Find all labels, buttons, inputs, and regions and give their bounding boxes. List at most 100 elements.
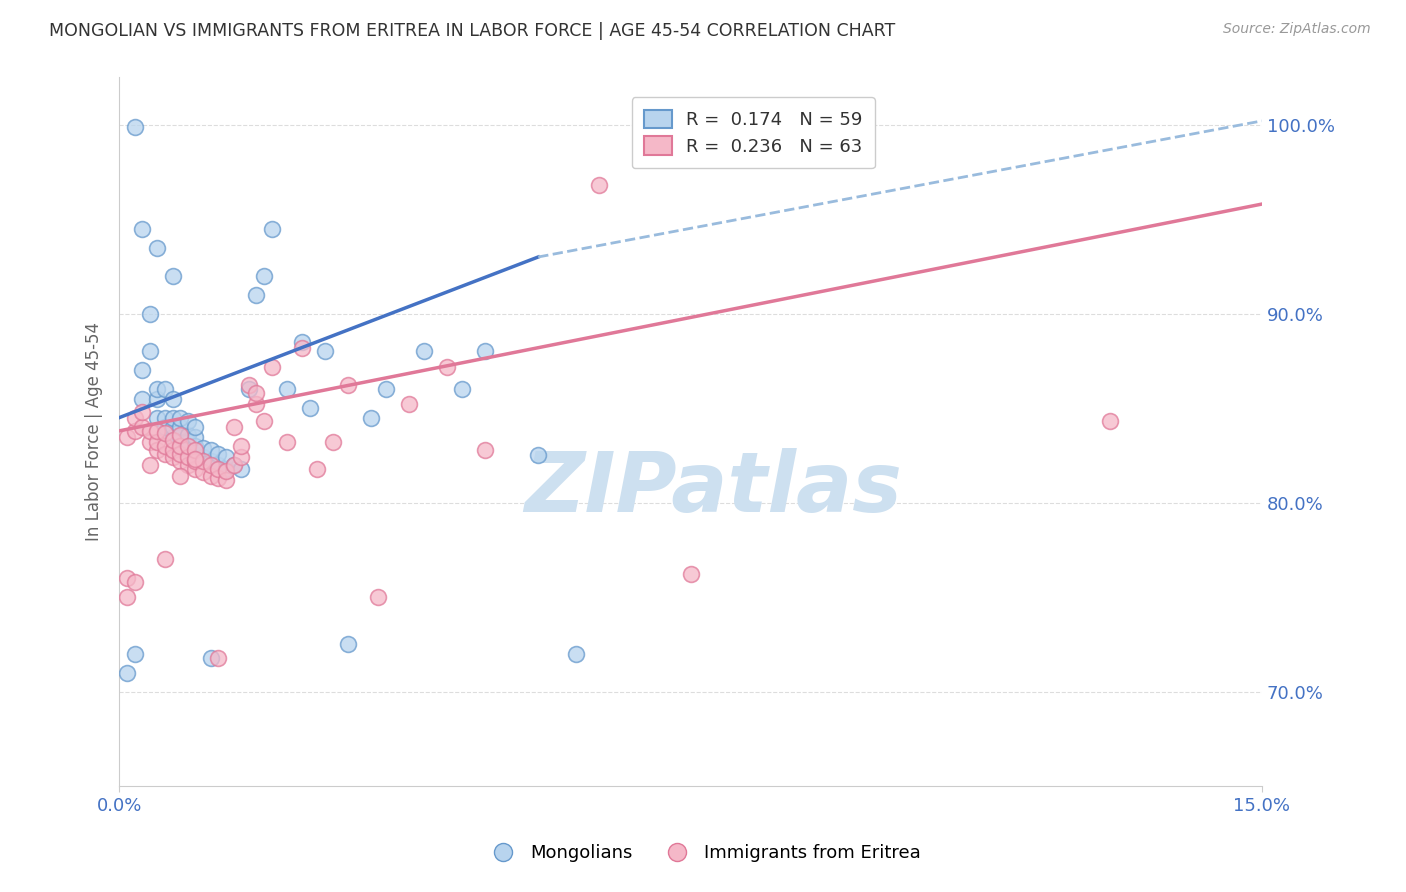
- Point: [169, 410, 191, 425]
- Point: [177, 450, 200, 465]
- Point: [115, 571, 138, 585]
- Point: [169, 420, 191, 434]
- Point: [413, 344, 436, 359]
- Point: [153, 410, 176, 425]
- Point: [231, 450, 253, 465]
- Point: [184, 429, 207, 443]
- Point: [207, 458, 229, 472]
- Point: [184, 454, 207, 468]
- Point: [139, 458, 162, 472]
- Point: [200, 469, 222, 483]
- Point: [222, 458, 245, 472]
- Point: [162, 410, 184, 425]
- Point: [169, 446, 191, 460]
- Point: [153, 439, 176, 453]
- Point: [184, 442, 207, 457]
- Point: [200, 650, 222, 665]
- Point: [207, 446, 229, 460]
- Point: [238, 378, 260, 392]
- Point: [131, 392, 153, 406]
- Point: [191, 450, 214, 465]
- Point: [146, 424, 169, 438]
- Point: [200, 458, 222, 472]
- Point: [162, 268, 184, 283]
- Point: [298, 401, 321, 416]
- Point: [139, 435, 162, 450]
- Point: [231, 461, 253, 475]
- Point: [162, 429, 184, 443]
- Legend: R =  0.174   N = 59, R =  0.236   N = 63: R = 0.174 N = 59, R = 0.236 N = 63: [631, 97, 875, 169]
- Point: [184, 461, 207, 475]
- Point: [115, 590, 138, 604]
- Point: [245, 386, 267, 401]
- Point: [360, 410, 382, 425]
- Text: ZIPatlas: ZIPatlas: [524, 448, 903, 529]
- Point: [276, 382, 298, 396]
- Point: [291, 334, 314, 349]
- Point: [146, 240, 169, 254]
- Point: [153, 425, 176, 440]
- Point: [1098, 414, 1121, 428]
- Point: [124, 424, 146, 438]
- Point: [184, 446, 207, 460]
- Point: [131, 221, 153, 235]
- Point: [169, 429, 191, 443]
- Point: [139, 307, 162, 321]
- Point: [115, 665, 138, 680]
- Point: [191, 441, 214, 455]
- Point: [146, 442, 169, 457]
- Point: [162, 392, 184, 406]
- Point: [146, 435, 169, 450]
- Point: [169, 454, 191, 468]
- Point: [153, 446, 176, 460]
- Point: [169, 427, 191, 442]
- Point: [115, 429, 138, 443]
- Point: [146, 392, 169, 406]
- Point: [162, 434, 184, 448]
- Point: [215, 461, 238, 475]
- Point: [222, 420, 245, 434]
- Point: [124, 120, 146, 134]
- Point: [679, 567, 702, 582]
- Point: [245, 287, 267, 301]
- Point: [527, 449, 550, 463]
- Point: [139, 424, 162, 438]
- Point: [124, 647, 146, 661]
- Point: [177, 442, 200, 457]
- Point: [169, 439, 191, 453]
- Point: [124, 575, 146, 590]
- Point: [253, 414, 276, 428]
- Point: [215, 473, 238, 487]
- Point: [314, 344, 336, 359]
- Point: [588, 178, 610, 193]
- Point: [169, 439, 191, 453]
- Point: [215, 464, 238, 478]
- Point: [231, 439, 253, 453]
- Point: [131, 405, 153, 419]
- Point: [191, 454, 214, 468]
- Point: [153, 382, 176, 396]
- Point: [139, 344, 162, 359]
- Point: [131, 363, 153, 377]
- Point: [436, 359, 458, 374]
- Point: [245, 397, 267, 411]
- Point: [253, 268, 276, 283]
- Point: [177, 427, 200, 442]
- Text: MONGOLIAN VS IMMIGRANTS FROM ERITREA IN LABOR FORCE | AGE 45-54 CORRELATION CHAR: MONGOLIAN VS IMMIGRANTS FROM ERITREA IN …: [49, 22, 896, 40]
- Point: [184, 439, 207, 453]
- Point: [474, 442, 496, 457]
- Point: [184, 452, 207, 467]
- Point: [191, 466, 214, 480]
- Point: [162, 450, 184, 465]
- Point: [146, 382, 169, 396]
- Point: [207, 471, 229, 485]
- Point: [177, 439, 200, 453]
- Point: [565, 647, 588, 661]
- Point: [162, 420, 184, 434]
- Point: [207, 650, 229, 665]
- Point: [162, 442, 184, 457]
- Point: [177, 414, 200, 428]
- Point: [307, 461, 329, 475]
- Point: [146, 410, 169, 425]
- Point: [215, 450, 238, 465]
